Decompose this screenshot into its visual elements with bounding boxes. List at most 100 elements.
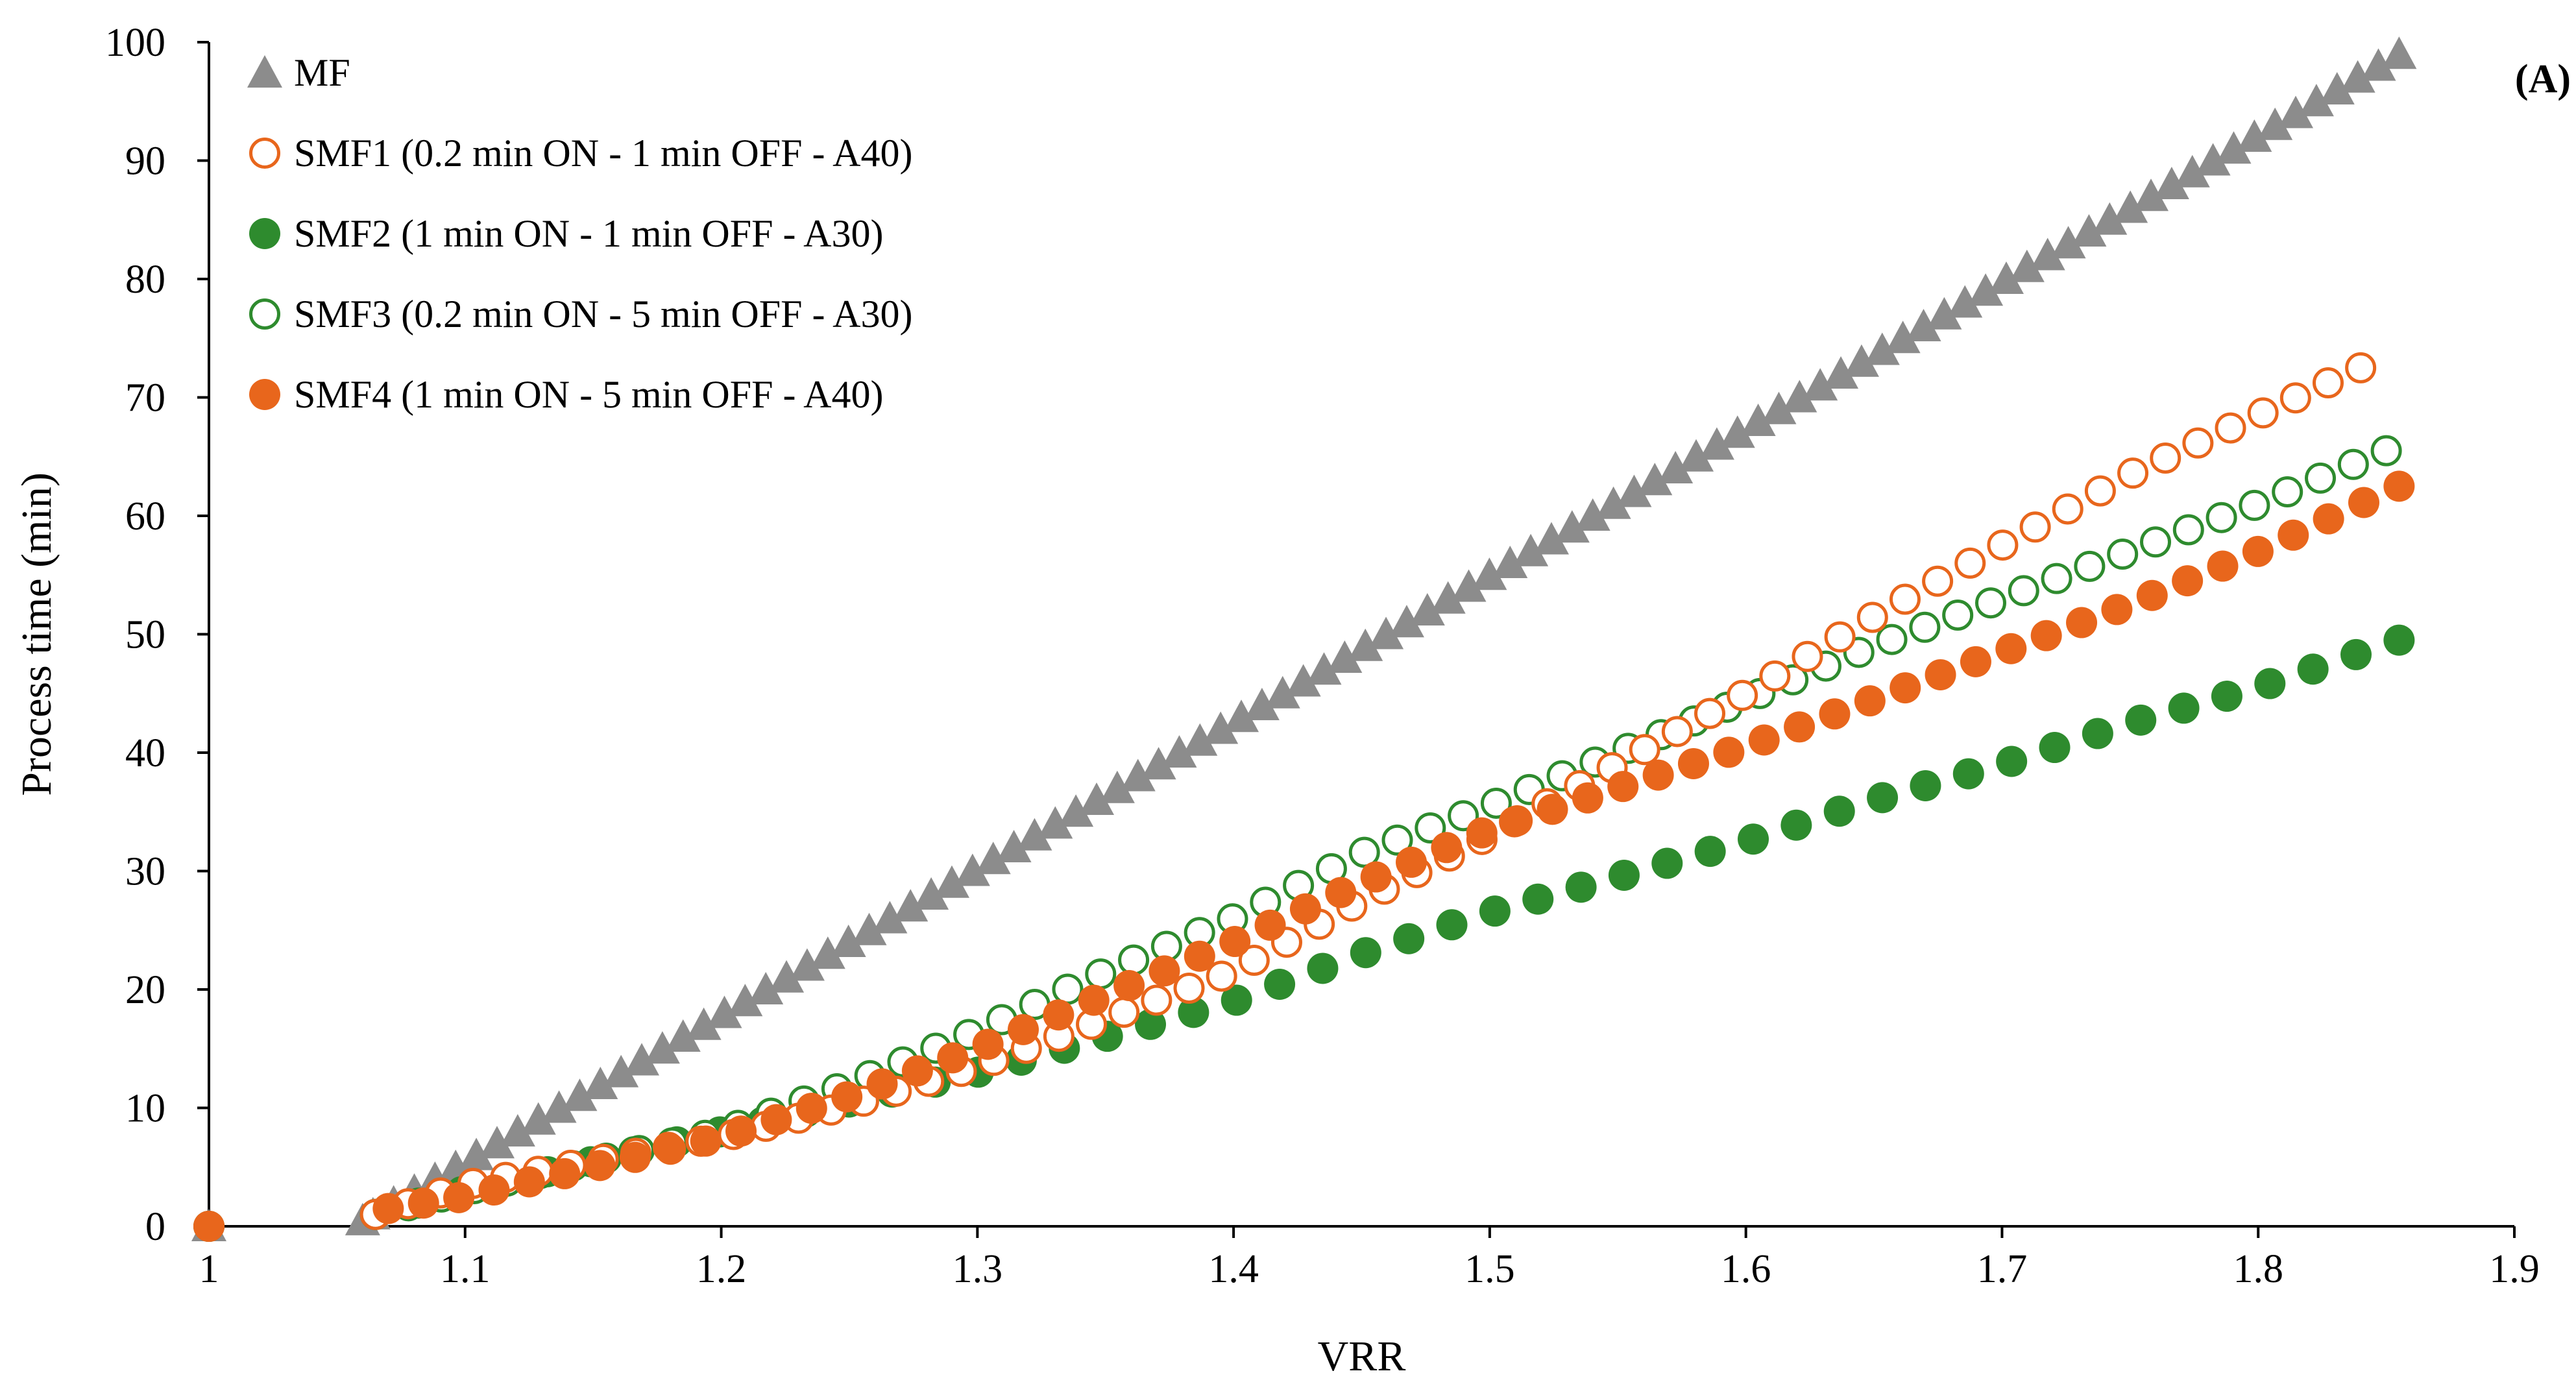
data-point-smf1 — [1694, 698, 1726, 729]
data-point-mf — [1637, 463, 1673, 496]
data-point-mf — [1265, 675, 1300, 709]
data-point-smf2 — [2082, 718, 2113, 749]
data-point-mf — [1596, 486, 1631, 519]
series-smf2 — [193, 624, 2415, 1242]
data-point-mf — [872, 901, 908, 934]
data-point-smf4 — [1713, 736, 1745, 768]
data-point-mf — [1679, 439, 1714, 472]
data-point-mf — [1513, 533, 1549, 566]
data-point-smf1 — [2312, 367, 2344, 399]
data-point-smf4 — [972, 1028, 1004, 1060]
data-point-mf — [2195, 143, 2231, 176]
data-point-mf — [789, 948, 825, 981]
data-point-mf — [1451, 569, 1487, 602]
legend-item-smf1: SMF1 (0.2 min ON - 1 min OFF - A40) — [249, 132, 912, 175]
data-point-smf2 — [1565, 871, 1597, 903]
data-point-smf4 — [655, 1134, 687, 1165]
data-point-smf4 — [2242, 535, 2274, 567]
data-point-mf — [1533, 522, 1569, 555]
data-point-smf2 — [1867, 782, 1899, 814]
data-point-smf4 — [1819, 698, 1851, 730]
legend-label-smf4: SMF4 (1 min ON - 5 min OFF - A40) — [294, 373, 883, 416]
data-point-smf1 — [1238, 945, 1270, 976]
data-point-smf2 — [1694, 836, 1726, 867]
data-point-mf — [1761, 391, 1797, 424]
data-point-smf1 — [2182, 427, 2214, 459]
data-point-smf3 — [2305, 462, 2337, 494]
data-point-smf2 — [2039, 732, 2071, 764]
data-point-mf — [2071, 214, 2107, 247]
data-point-smf4 — [2348, 487, 2379, 518]
x-tick-label: 1.7 — [1977, 1247, 2028, 1291]
data-point-mf — [1616, 474, 1652, 507]
data-point-smf3 — [2205, 502, 2237, 533]
data-point-smf2 — [1780, 809, 1812, 841]
data-point-smf2 — [1823, 795, 1855, 827]
data-point-mf — [1575, 498, 1610, 531]
x-tick-label: 1.6 — [1721, 1247, 1771, 1291]
data-point-smf4 — [1148, 955, 1180, 987]
data-point-mf — [686, 1007, 722, 1040]
data-point-smf1 — [1759, 660, 1791, 692]
data-point-mf — [2050, 226, 2086, 259]
data-point-mf — [583, 1067, 618, 1099]
y-tick-label: 70 — [125, 376, 165, 420]
x-tick-label: 1 — [199, 1247, 219, 1291]
data-point-smf4 — [2313, 503, 2344, 535]
data-point-mf — [1658, 451, 1694, 483]
data-point-smf4 — [796, 1093, 827, 1124]
data-point-mf — [1864, 332, 1900, 365]
data-point-mf — [1885, 321, 1921, 354]
data-point-smf1 — [1727, 679, 1758, 711]
data-point-smf4 — [866, 1068, 898, 1100]
data-point-smf4 — [1325, 877, 1357, 908]
data-point-smf4 — [1431, 832, 1463, 864]
data-point-smf2 — [1307, 952, 1339, 984]
data-point-smf4 — [901, 1055, 933, 1087]
data-point-mf — [831, 925, 866, 957]
data-point-smf1 — [1206, 960, 1237, 992]
data-point-smf1 — [1108, 997, 1140, 1028]
data-point-smf2 — [2340, 638, 2372, 670]
data-point-mf — [810, 936, 845, 969]
legend-label-mf: MF — [294, 51, 350, 94]
data-point-mf — [665, 1019, 701, 1052]
data-point-smf2 — [2383, 624, 2415, 656]
data-point-smf4 — [1960, 646, 1991, 677]
data-point-smf4 — [1607, 771, 1639, 803]
data-point-mf — [1968, 273, 2004, 306]
data-point-smf3 — [1975, 587, 2006, 619]
data-point-smf2 — [1651, 847, 1683, 879]
data-point-smf4 — [1677, 747, 1709, 779]
data-point-mf — [727, 984, 763, 1017]
legend-marker-smf3 — [249, 298, 280, 330]
data-point-mf — [2092, 202, 2128, 235]
data-series — [191, 36, 2417, 1242]
data-point-mf — [2298, 84, 2334, 117]
data-point-mf — [1430, 581, 1466, 614]
legend: MF SMF1 (0.2 min ON - 1 min OFF - A40) SMF… — [247, 51, 912, 416]
data-point-smf4 — [2383, 470, 2415, 502]
data-point-smf3 — [1085, 958, 1117, 990]
data-point-mf — [1182, 723, 1218, 756]
data-point-mf — [1306, 652, 1342, 685]
data-point-mf — [1740, 404, 1776, 436]
data-point-mf — [1409, 593, 1445, 625]
data-point-mf — [1906, 309, 1941, 341]
data-point-smf4 — [1537, 794, 1568, 825]
data-point-smf2 — [2297, 653, 2329, 685]
data-point-smf1 — [1173, 972, 1205, 1004]
data-point-smf3 — [1480, 787, 1512, 819]
data-point-smf4 — [443, 1182, 475, 1213]
x-tick-label: 1.3 — [953, 1247, 1003, 1291]
data-point-mf — [1782, 380, 1817, 413]
ticks: 1 1.1 1.2 1.3 1.4 1.5 1.6 1.7 1.8 1.9 0 10 20 30 40 50 6… — [105, 21, 2540, 1291]
data-point-smf1 — [2052, 493, 2084, 525]
data-point-mf — [851, 912, 887, 945]
legend-marker-smf1 — [249, 138, 280, 169]
y-tick-label: 100 — [105, 21, 165, 65]
data-point-smf3 — [2239, 489, 2270, 521]
series-smf3 — [193, 435, 2402, 1242]
x-tick-label: 1.2 — [696, 1247, 747, 1291]
data-point-mf — [2133, 178, 2169, 212]
